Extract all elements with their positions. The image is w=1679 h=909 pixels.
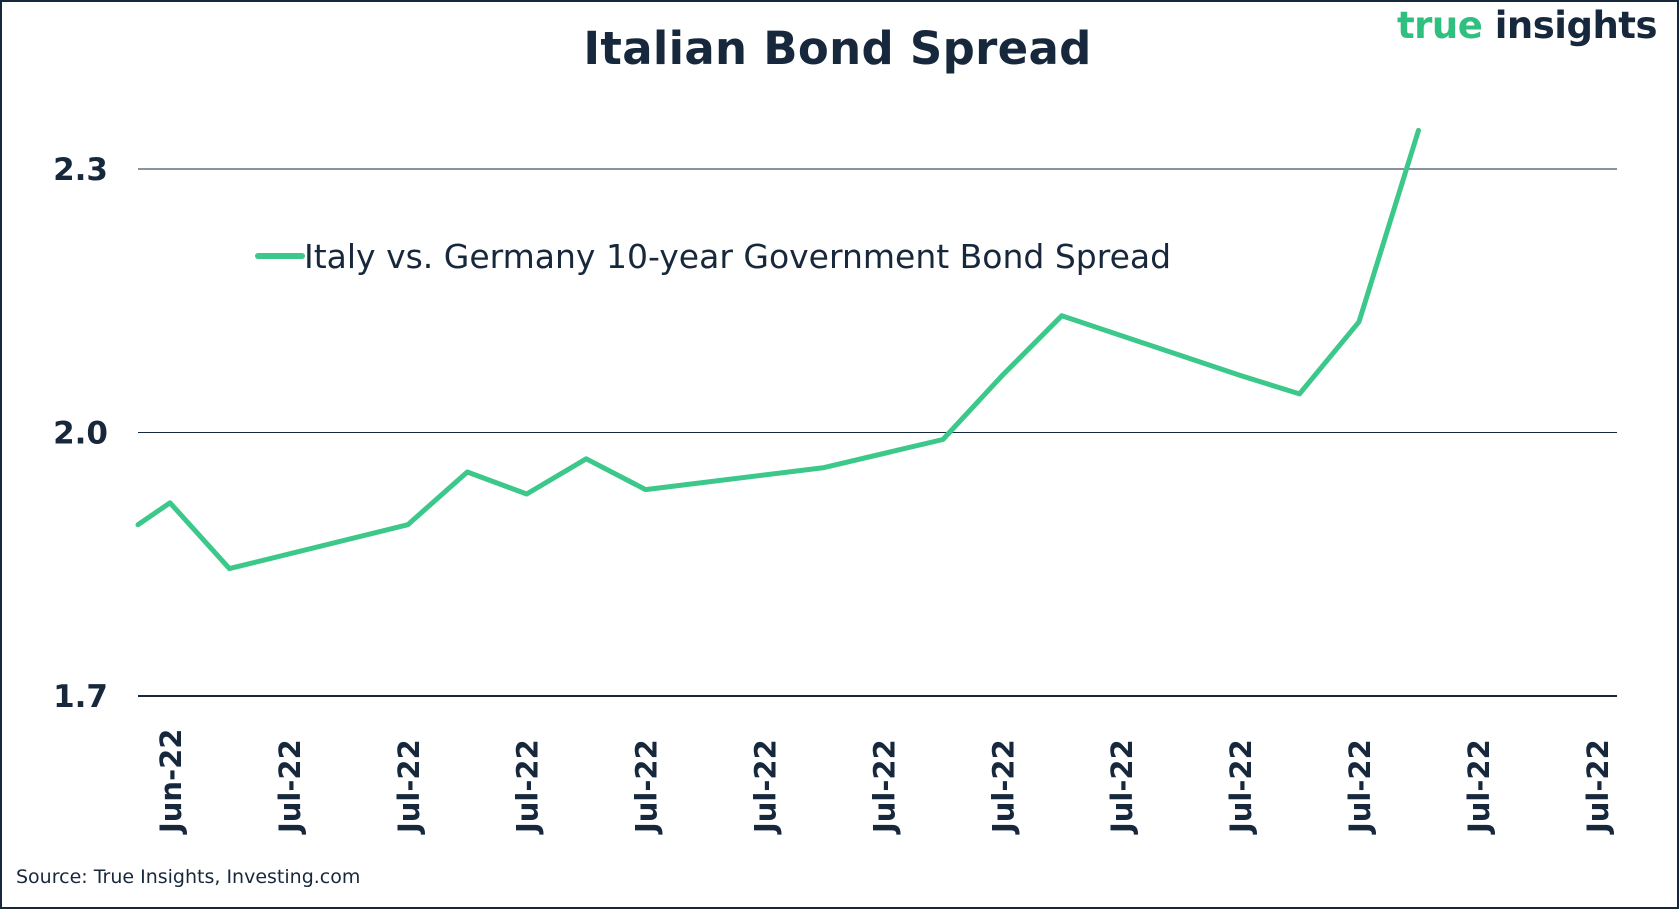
x-tick-label: Jul-22 [1105,739,1139,835]
series-line [135,127,1421,572]
x-tick-label: Jul-22 [749,739,783,835]
y-tick-label: 2.3 [53,152,108,188]
source-note: Source: True Insights, Investing.com [16,866,361,888]
x-tick-label: Jul-22 [986,739,1020,835]
x-tick-label: Jul-22 [273,739,307,835]
legend-label: Italy vs. Germany 10-year Government Bon… [304,237,1171,276]
x-tick-label: Jul-22 [392,739,426,835]
x-tick-label: Jul-22 [1581,739,1615,835]
x-tick-label: Jul-22 [1224,739,1258,835]
chart-title: Italian Bond Spread [583,22,1092,75]
x-tick-label: Jul-22 [630,739,664,835]
x-tick-label: Jun-22 [154,729,188,835]
logo-word-true: true [1396,4,1483,47]
y-tick-label: 2.0 [53,416,108,452]
x-tick-label: Jul-22 [511,739,545,835]
y-tick-label: 1.7 [53,679,108,715]
brand-logo: true insights [1396,4,1658,47]
x-tick-label: Jul-22 [1343,739,1377,835]
logo-word-insights: insights [1494,4,1658,47]
x-tick-label: Jul-22 [867,739,901,835]
x-tick-label: Jul-22 [1462,739,1496,835]
